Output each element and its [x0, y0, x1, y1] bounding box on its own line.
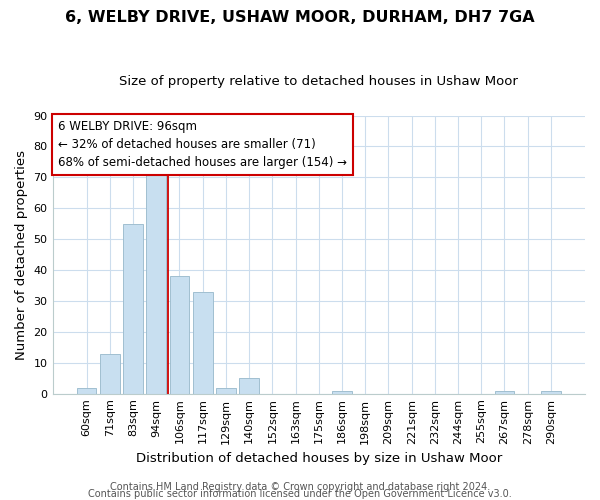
Bar — [239, 378, 259, 394]
Bar — [193, 292, 212, 394]
Text: 6 WELBY DRIVE: 96sqm
← 32% of detached houses are smaller (71)
68% of semi-detac: 6 WELBY DRIVE: 96sqm ← 32% of detached h… — [58, 120, 347, 168]
Bar — [494, 390, 514, 394]
Bar — [541, 390, 561, 394]
Title: Size of property relative to detached houses in Ushaw Moor: Size of property relative to detached ho… — [119, 75, 518, 88]
Bar — [100, 354, 119, 394]
Text: Contains public sector information licensed under the Open Government Licence v3: Contains public sector information licen… — [88, 489, 512, 499]
Text: 6, WELBY DRIVE, USHAW MOOR, DURHAM, DH7 7GA: 6, WELBY DRIVE, USHAW MOOR, DURHAM, DH7 … — [65, 10, 535, 25]
Bar — [170, 276, 190, 394]
Text: Contains HM Land Registry data © Crown copyright and database right 2024.: Contains HM Land Registry data © Crown c… — [110, 482, 490, 492]
Bar — [146, 159, 166, 394]
Bar — [77, 388, 97, 394]
Y-axis label: Number of detached properties: Number of detached properties — [15, 150, 28, 360]
Bar — [216, 388, 236, 394]
Bar — [123, 224, 143, 394]
X-axis label: Distribution of detached houses by size in Ushaw Moor: Distribution of detached houses by size … — [136, 452, 502, 465]
Bar — [332, 390, 352, 394]
